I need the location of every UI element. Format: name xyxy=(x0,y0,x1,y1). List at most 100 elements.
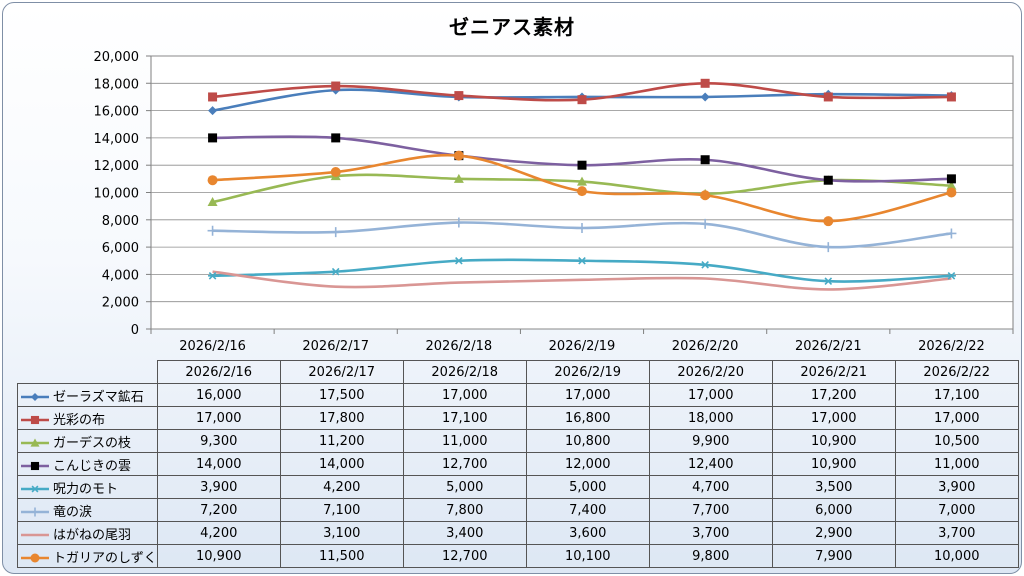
marker-square xyxy=(823,175,833,185)
legend-key xyxy=(21,415,49,425)
table-row: ガーデスの枝 9,300 11,200 11,000 10,800 9,900 10,900… xyxy=(17,429,1019,453)
marker-square xyxy=(331,81,341,91)
x-tick-label: 2026/2/16 xyxy=(179,339,246,353)
data-label: 10,900 xyxy=(771,429,896,453)
marker-circle xyxy=(30,553,40,563)
data-label: 10,800 xyxy=(525,429,650,453)
table-row: 光彩の布 17,000 17,800 17,100 16,800 18,000 17,000… xyxy=(17,406,1019,430)
marker-star xyxy=(454,256,464,265)
x-tick-label: 2026/2/19 xyxy=(549,339,616,353)
data-label: 4,700 xyxy=(648,475,773,499)
marker-plus xyxy=(577,222,587,233)
y-tick-label: 18,000 xyxy=(94,77,140,92)
data-label: 17,000 xyxy=(894,406,1019,430)
data-label: 5,000 xyxy=(525,475,650,499)
series-name: ガーデスの枝 xyxy=(53,435,132,451)
marker-square xyxy=(700,155,710,165)
legend-key xyxy=(21,461,49,471)
line-chart: 0 2,000 4,000 6,000 8,000 10,000 12,000 14,000 1… xyxy=(94,50,1014,353)
marker-square xyxy=(700,78,710,88)
x-tick-label: 2026/2/17 xyxy=(302,339,369,353)
data-label: 17,100 xyxy=(402,406,527,430)
table-header-row: 2026/2/16 2026/2/17 2026/2/18 2026/2/19 2026… xyxy=(17,360,1019,384)
y-tick-label: 10,000 xyxy=(94,187,140,202)
data-label: 17,200 xyxy=(771,383,896,407)
data-label: 3,700 xyxy=(894,521,1019,545)
data-label: 17,000 xyxy=(402,383,527,407)
data-label: 12,000 xyxy=(525,452,650,476)
table-header-cell: 2026/2/16 xyxy=(156,360,281,384)
marker-square xyxy=(946,174,956,184)
series-name: 光彩の布 xyxy=(53,412,106,428)
marker-circle xyxy=(946,187,957,198)
marker-circle xyxy=(577,186,587,197)
y-tick-label: 12,000 xyxy=(94,159,140,174)
data-label: 17,800 xyxy=(279,406,404,430)
marker-square xyxy=(208,92,218,102)
marker-star xyxy=(823,277,833,286)
marker-plus xyxy=(700,218,711,229)
x-tick-label: 2026/2/18 xyxy=(426,339,493,353)
data-label: 3,100 xyxy=(279,521,404,545)
data-label: 9,800 xyxy=(648,544,773,568)
x-tick-label: 2026/2/20 xyxy=(672,339,739,353)
data-label: 16,000 xyxy=(156,383,281,407)
data-label: 6,000 xyxy=(771,498,896,522)
marker-square xyxy=(30,461,40,471)
y-tick-label: 14,000 xyxy=(94,132,140,147)
data-label: 7,800 xyxy=(402,498,527,522)
data-label: 18,000 xyxy=(648,406,773,430)
legend-key xyxy=(21,485,49,493)
data-label: 10,100 xyxy=(525,544,650,568)
marker-square xyxy=(577,160,587,170)
data-label: 12,700 xyxy=(402,544,527,568)
legend-key xyxy=(21,507,49,517)
data-label: 17,000 xyxy=(648,383,773,407)
table-header-cell: 2026/2/21 xyxy=(771,360,896,384)
marker-plus xyxy=(330,227,341,238)
series-line xyxy=(212,270,952,291)
series-label-cell: トガリアのしずく xyxy=(17,544,158,568)
marker-square xyxy=(30,415,40,425)
series-name: トガリアのしずく xyxy=(53,550,157,566)
series-label-cell: ガーデスの枝 xyxy=(17,429,158,453)
marker-circle xyxy=(330,167,341,178)
data-label: 10,000 xyxy=(894,544,1019,568)
data-label: 17,000 xyxy=(525,383,650,407)
table-header-cell: 2026/2/19 xyxy=(525,360,650,384)
data-label: 7,100 xyxy=(279,498,404,522)
data-label: 3,900 xyxy=(894,475,1019,499)
marker-plus xyxy=(207,225,218,236)
x-tick-label: 2026/2/21 xyxy=(795,339,862,353)
marker-triangle xyxy=(577,176,587,186)
data-label: 11,500 xyxy=(279,544,404,568)
marker-square xyxy=(577,95,587,105)
data-label: 3,400 xyxy=(402,521,527,545)
y-tick-label: 16,000 xyxy=(94,105,140,120)
marker-plus xyxy=(823,242,834,253)
data-label: 11,200 xyxy=(279,429,404,453)
data-label: 2,900 xyxy=(771,521,896,545)
series-name: ゼーラズマ鉱石 xyxy=(53,389,144,405)
marker-diamond xyxy=(30,392,40,402)
series-label-cell: 竜の涙 xyxy=(17,498,158,522)
series-name: こんじきの雲 xyxy=(53,458,132,474)
series-name: はがねの尾羽 xyxy=(53,527,132,543)
data-label: 12,400 xyxy=(648,452,773,476)
legend-key xyxy=(21,553,49,563)
data-label: 7,700 xyxy=(648,498,773,522)
data-label: 7,400 xyxy=(525,498,650,522)
marker-diamond xyxy=(208,106,218,116)
table-row: はがねの尾羽 4,200 3,100 3,400 3,600 3,700 2,900 3,70… xyxy=(17,521,1019,545)
y-tick-label: 0 xyxy=(131,323,139,338)
data-label: 3,700 xyxy=(648,521,773,545)
table-row: 呪力のモト 3,900 4,200 5,000 5,000 4,700 3,500 3,900 xyxy=(17,475,1019,499)
data-label: 3,600 xyxy=(525,521,650,545)
table-row: 竜の涙 7,200 7,100 7,800 7,400 7,700 6,000 7,000 xyxy=(17,498,1019,522)
series-label-cell: ゼーラズマ鉱石 xyxy=(17,383,158,407)
marker-star xyxy=(577,256,587,265)
data-label: 14,000 xyxy=(279,452,404,476)
legend-key xyxy=(21,438,49,447)
data-label: 12,700 xyxy=(402,452,527,476)
